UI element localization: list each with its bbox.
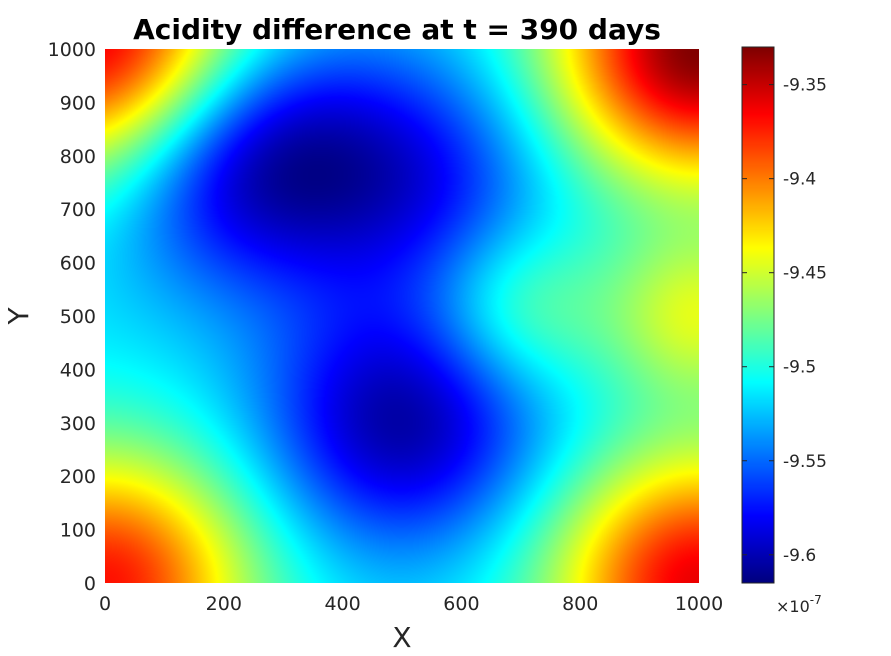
y-axis-label: Y — [2, 307, 35, 326]
y-tick-label: 600 — [60, 253, 96, 275]
x-tick-label: 1000 — [675, 593, 723, 615]
x-tick-label: 600 — [443, 593, 479, 615]
heatmap-canvas — [105, 49, 699, 583]
colorbar-gradient — [742, 47, 774, 583]
colorbar-tick-label: -9.35 — [783, 76, 827, 96]
chart-title: Acidity difference at t = 390 days — [133, 13, 661, 46]
x-tick-label: 0 — [99, 593, 111, 615]
y-tick-label: 800 — [60, 146, 96, 168]
y-tick-label: 200 — [60, 466, 96, 488]
colorbar-tick-label: -9.45 — [783, 264, 827, 284]
y-tick-label: 700 — [60, 199, 96, 221]
colorbar-ticks: -9.35 -9.4 -9.45 -9.5 -9.55 -9.6 — [742, 76, 827, 566]
x-tick-label: 200 — [206, 593, 242, 615]
x-axis: 0 200 400 600 800 1000 — [99, 593, 723, 615]
colorbar-tick-label: -9.4 — [783, 170, 816, 190]
y-tick-label: 100 — [60, 520, 96, 542]
colorbar-tick-label: -9.55 — [783, 452, 827, 472]
y-tick-label: 400 — [60, 359, 96, 381]
colorbar: -9.35 -9.4 -9.45 -9.5 -9.55 -9.6 ×10-7 — [741, 46, 827, 616]
y-tick-label: 300 — [60, 413, 96, 435]
y-tick-label: 0 — [84, 573, 96, 595]
x-tick-label: 800 — [562, 593, 598, 615]
colorbar-exponent: ×10-7 — [776, 593, 822, 616]
x-tick-label: 400 — [324, 593, 360, 615]
heatmap-plot-area — [105, 49, 699, 583]
x-axis-label: X — [392, 621, 411, 654]
y-tick-label: 1000 — [48, 39, 96, 61]
y-axis: 0 100 200 300 400 500 600 700 800 900 1000 — [48, 39, 96, 595]
y-tick-label: 500 — [60, 306, 96, 328]
colorbar-tick-label: -9.5 — [783, 358, 816, 378]
colorbar-tick-label: -9.6 — [783, 546, 816, 566]
y-tick-label: 900 — [60, 92, 96, 114]
